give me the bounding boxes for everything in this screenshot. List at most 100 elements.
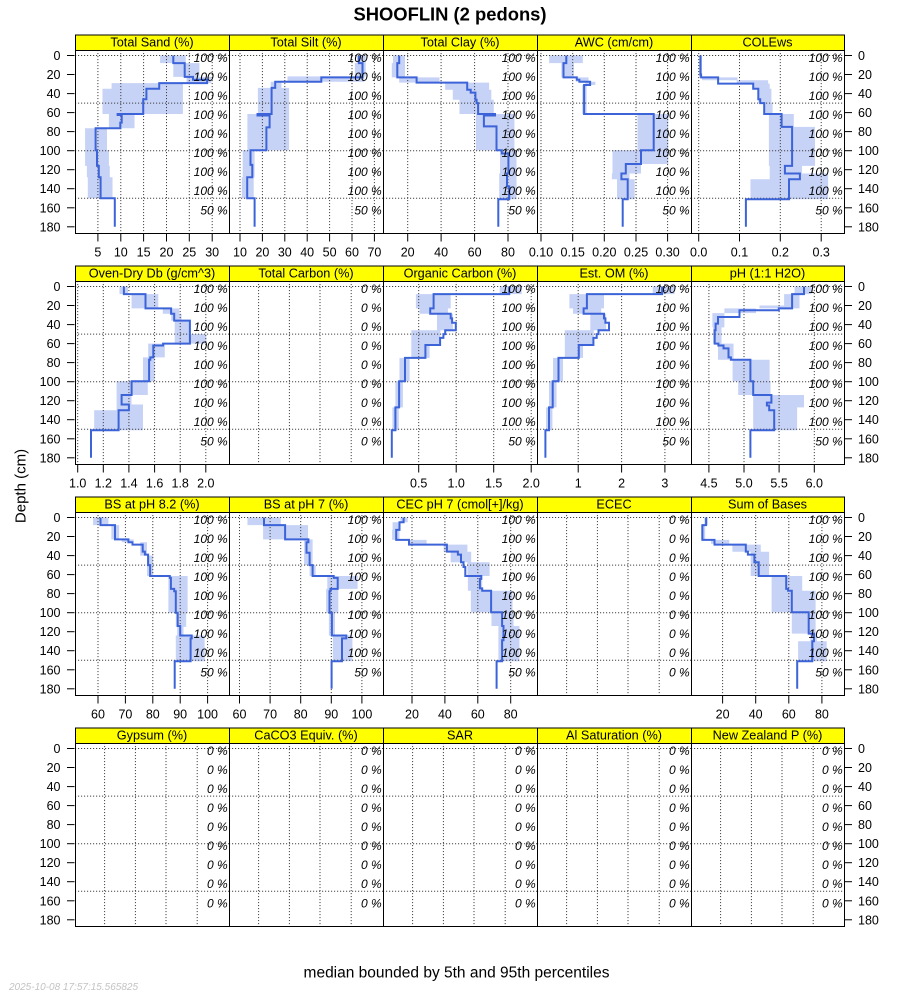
- svg-text:0 %: 0 %: [207, 744, 228, 758]
- svg-text:0 %: 0 %: [207, 763, 228, 777]
- svg-text:100: 100: [40, 375, 61, 389]
- svg-text:1.0: 1.0: [69, 477, 86, 491]
- svg-text:1.4: 1.4: [120, 477, 137, 491]
- svg-text:0 %: 0 %: [361, 877, 382, 891]
- svg-text:Oven-Dry Db (g/cm^3): Oven-Dry Db (g/cm^3): [89, 266, 216, 280]
- svg-text:BS at pH 7 (%): BS at pH 7 (%): [264, 497, 349, 511]
- svg-text:0 %: 0 %: [822, 744, 843, 758]
- svg-text:0.20: 0.20: [592, 246, 616, 260]
- svg-text:0 %: 0 %: [361, 801, 382, 815]
- svg-text:20: 20: [858, 68, 872, 82]
- svg-text:10: 10: [114, 246, 128, 260]
- svg-text:60: 60: [47, 799, 61, 813]
- svg-text:100 %: 100 %: [194, 184, 228, 198]
- svg-text:0 %: 0 %: [207, 782, 228, 796]
- svg-text:CaCO3 Equiv. (%): CaCO3 Equiv. (%): [254, 728, 357, 742]
- svg-text:100 %: 100 %: [656, 108, 690, 122]
- svg-text:80: 80: [47, 356, 61, 370]
- svg-text:100 %: 100 %: [502, 608, 536, 622]
- svg-text:80: 80: [47, 587, 61, 601]
- svg-text:100: 100: [40, 144, 61, 158]
- svg-text:0 %: 0 %: [515, 839, 536, 853]
- svg-text:100 %: 100 %: [656, 70, 690, 84]
- svg-text:0 %: 0 %: [669, 627, 690, 641]
- svg-text:100 %: 100 %: [194, 513, 228, 527]
- svg-text:40: 40: [434, 246, 448, 260]
- svg-text:100 %: 100 %: [194, 646, 228, 660]
- svg-text:0 %: 0 %: [207, 801, 228, 815]
- svg-text:70: 70: [118, 708, 132, 722]
- svg-text:0.25: 0.25: [624, 246, 648, 260]
- svg-text:pH (1:1 H2O): pH (1:1 H2O): [730, 266, 805, 280]
- svg-text:0 %: 0 %: [361, 782, 382, 796]
- svg-text:0 %: 0 %: [669, 513, 690, 527]
- svg-text:0.5: 0.5: [410, 477, 427, 491]
- svg-text:50 %: 50 %: [815, 434, 843, 448]
- svg-text:0 %: 0 %: [361, 377, 382, 391]
- svg-text:2025-10-08 17:57:15.565825: 2025-10-08 17:57:15.565825: [8, 982, 138, 993]
- svg-text:0 %: 0 %: [207, 896, 228, 910]
- svg-text:40: 40: [858, 87, 872, 101]
- svg-text:100 %: 100 %: [809, 89, 843, 103]
- svg-text:180: 180: [40, 220, 61, 234]
- svg-text:80: 80: [858, 125, 872, 139]
- svg-text:50 %: 50 %: [200, 665, 228, 679]
- svg-text:100 %: 100 %: [194, 377, 228, 391]
- svg-text:0 %: 0 %: [361, 282, 382, 296]
- svg-text:100 %: 100 %: [194, 608, 228, 622]
- svg-text:100 %: 100 %: [809, 165, 843, 179]
- svg-text:90: 90: [173, 708, 187, 722]
- svg-text:140: 140: [858, 644, 879, 658]
- svg-text:20: 20: [47, 530, 61, 544]
- svg-text:60: 60: [91, 708, 105, 722]
- svg-text:40: 40: [47, 318, 61, 332]
- svg-text:100 %: 100 %: [656, 377, 690, 391]
- svg-text:0 %: 0 %: [822, 820, 843, 834]
- svg-text:CEC pH 7 (cmol[+]/kg): CEC pH 7 (cmol[+]/kg): [396, 497, 523, 511]
- svg-text:100 %: 100 %: [809, 570, 843, 584]
- svg-text:Total Sand (%): Total Sand (%): [110, 35, 193, 49]
- svg-text:100 %: 100 %: [502, 165, 536, 179]
- svg-text:1.2: 1.2: [95, 477, 112, 491]
- svg-text:100 %: 100 %: [656, 89, 690, 103]
- svg-text:0 %: 0 %: [822, 782, 843, 796]
- svg-text:40: 40: [438, 708, 452, 722]
- svg-text:100 %: 100 %: [502, 358, 536, 372]
- svg-text:0 %: 0 %: [822, 763, 843, 777]
- svg-text:100 %: 100 %: [502, 377, 536, 391]
- svg-text:100 %: 100 %: [656, 146, 690, 160]
- svg-text:140: 140: [858, 182, 879, 196]
- svg-text:0 %: 0 %: [669, 551, 690, 565]
- svg-text:50 %: 50 %: [815, 665, 843, 679]
- svg-text:80: 80: [501, 246, 515, 260]
- svg-text:100 %: 100 %: [348, 570, 382, 584]
- svg-text:80: 80: [858, 587, 872, 601]
- svg-text:100 %: 100 %: [502, 108, 536, 122]
- svg-text:20: 20: [401, 246, 415, 260]
- svg-text:40: 40: [858, 318, 872, 332]
- svg-text:Sum of Bases: Sum of Bases: [728, 497, 807, 511]
- svg-text:15: 15: [137, 246, 151, 260]
- svg-text:0 %: 0 %: [515, 782, 536, 796]
- svg-text:100 %: 100 %: [809, 51, 843, 65]
- svg-text:0.0: 0.0: [690, 246, 707, 260]
- svg-text:100 %: 100 %: [809, 108, 843, 122]
- svg-text:40: 40: [300, 246, 314, 260]
- svg-text:70: 70: [263, 708, 277, 722]
- svg-text:160: 160: [40, 663, 61, 677]
- svg-text:100: 100: [197, 708, 218, 722]
- svg-text:0 %: 0 %: [669, 646, 690, 660]
- svg-text:100 %: 100 %: [348, 513, 382, 527]
- svg-text:10: 10: [233, 246, 247, 260]
- svg-text:Gypsum (%): Gypsum (%): [117, 728, 188, 742]
- svg-text:ECEC: ECEC: [596, 497, 631, 511]
- svg-text:100 %: 100 %: [348, 146, 382, 160]
- svg-text:40: 40: [47, 780, 61, 794]
- svg-text:20: 20: [47, 299, 61, 313]
- svg-text:100 %: 100 %: [809, 415, 843, 429]
- svg-text:100 %: 100 %: [502, 627, 536, 641]
- svg-text:0 %: 0 %: [669, 763, 690, 777]
- svg-text:120: 120: [858, 625, 879, 639]
- svg-text:100 %: 100 %: [502, 513, 536, 527]
- svg-text:100 %: 100 %: [502, 70, 536, 84]
